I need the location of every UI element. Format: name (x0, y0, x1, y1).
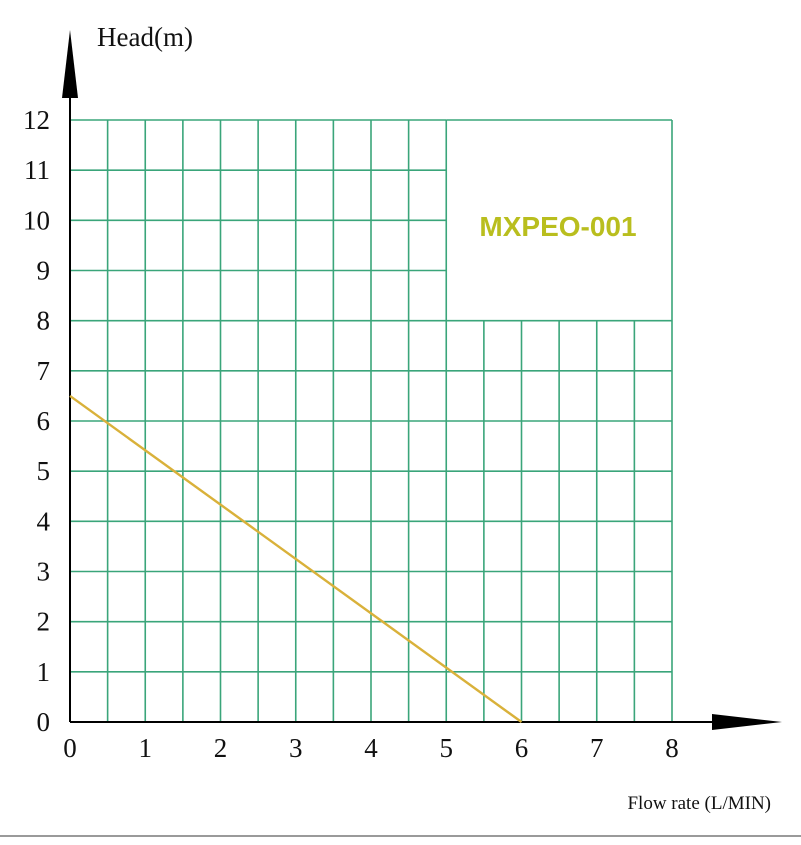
x-tick-label: 6 (515, 733, 529, 763)
y-tick-label: 8 (37, 306, 51, 336)
y-tick-label: 11 (24, 155, 50, 185)
y-axis-arrow (62, 30, 78, 98)
y-tick-label: 1 (37, 657, 51, 687)
series-line (69, 394, 523, 723)
x-tick-labels: 0 1 2 3 4 5 6 7 8 (63, 733, 679, 763)
y-tick-label: 3 (37, 557, 51, 587)
y-tick-label: 2 (37, 607, 51, 637)
x-tick-label: 0 (63, 733, 77, 763)
x-tick-label: 1 (139, 733, 153, 763)
y-tick-label: 4 (37, 506, 51, 536)
x-axis-arrow (712, 714, 782, 730)
series (69, 394, 523, 723)
y-tick-label: 5 (37, 456, 51, 486)
y-tick-label: 0 (37, 707, 51, 737)
y-tick-label: 10 (23, 205, 50, 235)
x-tick-label: 2 (214, 733, 228, 763)
x-tick-label: 7 (590, 733, 604, 763)
x-tick-label: 4 (364, 733, 378, 763)
y-tick-label: 6 (37, 406, 51, 436)
y-tick-label: 12 (23, 105, 50, 135)
x-tick-label: 8 (665, 733, 679, 763)
bottom-divider (0, 835, 801, 837)
axes (62, 30, 782, 730)
y-tick-label: 7 (37, 356, 51, 386)
x-axis-label: Flow rate (L/MIN) (627, 793, 771, 814)
x-tick-label: 3 (289, 733, 303, 763)
y-tick-label: 9 (37, 256, 51, 286)
model-annotation: MXPEO-001 (479, 211, 636, 242)
x-tick-label: 5 (440, 733, 454, 763)
grid (70, 119, 673, 722)
y-axis-label: Head(m) (97, 22, 193, 52)
